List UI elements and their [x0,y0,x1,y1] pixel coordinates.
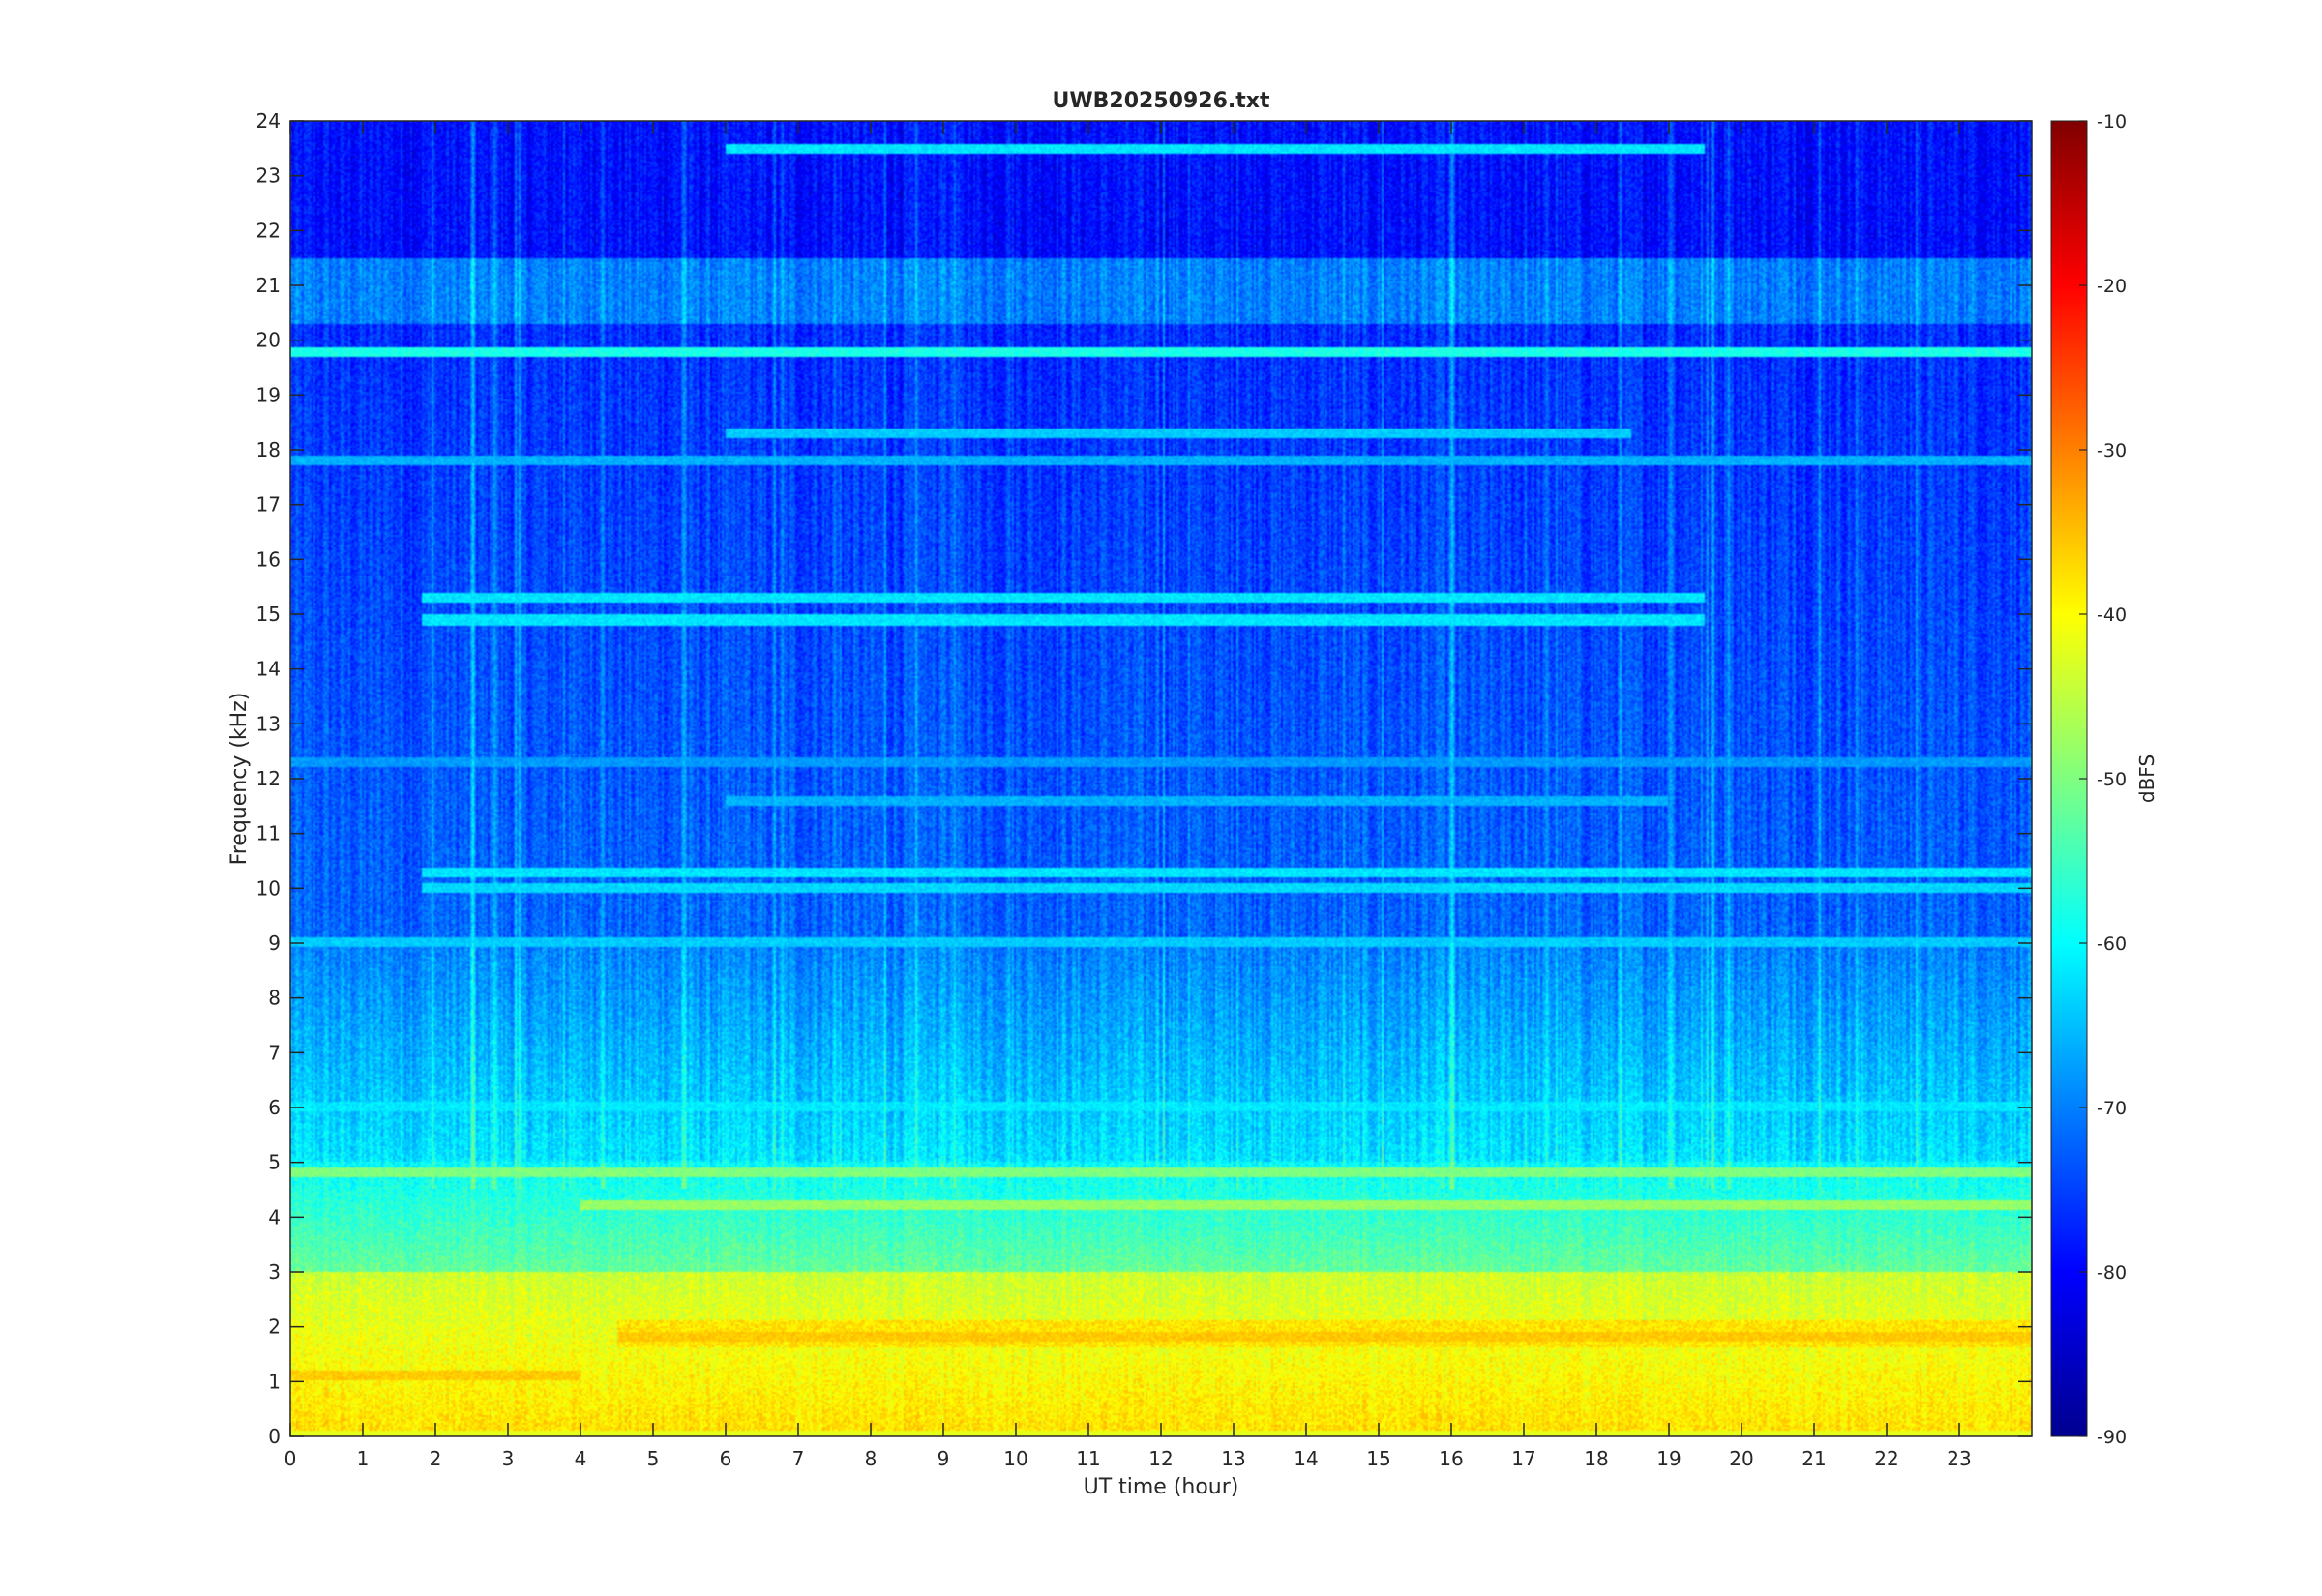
y-tick-label: 19 [256,383,281,406]
x-tick-label: 15 [1366,1447,1390,1470]
y-tick-label: 23 [256,164,281,188]
colorbar-tick-label: -90 [2097,1427,2127,1448]
x-tick-label: 23 [1947,1447,1971,1470]
y-tick-label: 10 [256,876,281,900]
colorbar-ticks: -90 -80 -70 -60 -50 -40 -30 -20 -10 [2079,111,2127,1448]
y-axis-label: Frequency (kHz) [227,693,252,866]
y-tick-label: 5 [268,1151,281,1174]
x-tick-label: 13 [1221,1447,1245,1470]
y-tick-label: 9 [268,931,281,955]
x-tick-label: 19 [1656,1447,1681,1470]
y-tick-label: 21 [256,274,281,297]
y-tick-label: 18 [256,438,281,461]
x-tick-label: 14 [1294,1447,1318,1470]
x-tick-label: 17 [1511,1447,1535,1470]
x-tick-label: 11 [1076,1447,1100,1470]
colorbar-label: dBFS [2135,754,2158,803]
x-tick-label: 7 [792,1447,805,1470]
colorbar-tick-label: -10 [2097,111,2127,133]
x-tick-label: 12 [1148,1447,1173,1470]
y-tick-label: 22 [256,219,281,242]
y-tick-label: 13 [256,712,281,735]
y-tick-label: 12 [256,767,281,790]
spectrogram-image [290,121,2032,1436]
y-tick-label: 24 [256,109,281,133]
y-tick-label: 8 [268,987,281,1010]
colorbar-tick-label: -20 [2097,276,2127,297]
colorbar-tick-label: -70 [2097,1098,2127,1119]
y-tick-label: 7 [268,1041,281,1064]
x-tick-label: 6 [720,1447,732,1470]
x-tick-label: 20 [1729,1447,1753,1470]
y-tick-label: 16 [256,547,281,571]
colorbar-tick-label: -40 [2097,605,2127,626]
y-tick-label: 1 [268,1370,281,1393]
y-tick-label: 4 [268,1205,281,1228]
x-tick-label: 1 [357,1447,370,1470]
x-tick-label: 8 [865,1447,878,1470]
x-tick-label: 10 [1003,1447,1027,1470]
x-tick-label: 0 [284,1447,297,1470]
x-tick-label: 5 [647,1447,660,1470]
colorbar-tick-label: -60 [2097,933,2127,955]
y-tick-label: 20 [256,329,281,352]
y-tick-label: 17 [256,493,281,517]
y-tick-label: 3 [268,1260,281,1284]
y-tick-label: 2 [268,1315,281,1339]
x-tick-label: 2 [430,1447,442,1470]
y-tick-label: 11 [256,822,281,845]
colorbar: -90 -80 -70 -60 -50 -40 -30 -20 -10 dBFS [2050,111,2158,1448]
x-tick-label: 4 [575,1447,587,1470]
colorbar-tick-label: -30 [2097,440,2127,461]
x-tick-label: 16 [1439,1447,1463,1470]
plot-area [289,120,2033,1437]
y-tick-label: 6 [268,1096,281,1119]
y-tick-label: 0 [268,1425,281,1448]
colorbar-tick-label: -50 [2097,769,2127,790]
x-tick-label: 22 [1874,1447,1898,1470]
x-tick-label: 21 [1801,1447,1826,1470]
chart-title: UWB20250926.txt [1053,89,1270,113]
x-tick-label: 18 [1584,1447,1608,1470]
colorbar-tick-label: -80 [2097,1262,2127,1284]
y-tick-label: 14 [256,658,281,681]
x-tick-label: 9 [938,1447,950,1470]
x-axis: 0 1 2 3 4 5 6 7 8 9 10 11 12 13 14 15 16 17 18 19 20 21 22 23 [284,121,1972,1470]
x-tick-label: 3 [502,1447,515,1470]
x-axis-label: UT time (hour) [1084,1475,1239,1499]
y-tick-label: 15 [256,603,281,626]
